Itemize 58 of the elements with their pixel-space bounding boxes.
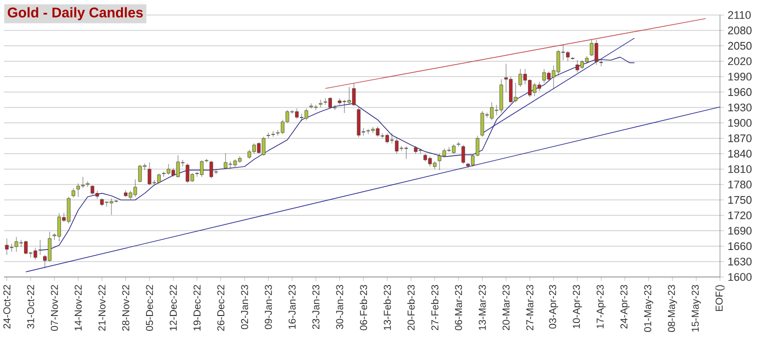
x-tick-label: 03-Apr-23 (549, 284, 558, 329)
x-tick-label: 13-Mar-23 (478, 284, 486, 330)
x-tick-label: 23-Jan-23 (312, 284, 320, 330)
y-tick-label: 1810 (728, 165, 752, 174)
x-tick-label: 20-Feb-23 (407, 284, 415, 330)
y-tick-label: 1690 (728, 226, 752, 235)
x-tick-label: 05-Dec-22 (146, 285, 154, 331)
x-tick-label: 16-Jan-23 (288, 284, 296, 329)
y-tick-label: 1930 (728, 104, 752, 112)
y-tick-label: 2050 (728, 42, 752, 50)
y-tick-label: 1960 (728, 88, 752, 96)
candlestick (72, 188, 76, 198)
y-tick-label: 1990 (728, 72, 752, 81)
y-tick-label: 1720 (728, 211, 752, 220)
y-tick-label: 1870 (728, 134, 752, 142)
x-tick-label: 17-Apr-23 (596, 284, 606, 328)
x-tick-label: 10-Apr-23 (572, 284, 582, 328)
y-tick-label: 2020 (728, 57, 752, 66)
x-tick-label: 12-Dec-22 (170, 285, 177, 330)
candlestick (266, 132, 270, 138)
y-tick-label: 1840 (728, 150, 752, 158)
y-tick-label: 1900 (728, 118, 752, 127)
x-tick-label: 13-Feb-23 (384, 284, 391, 330)
x-tick-label: 24-Oct-22 (3, 285, 10, 328)
x-tick-label: 15-May-23 (692, 284, 701, 332)
x-tick-label: 31-Oct-22 (27, 285, 34, 329)
x-tick-label: 26-Dec-22 (217, 285, 224, 331)
y-tick-label: 1600 (728, 273, 752, 281)
x-tick-label: 06-Feb-23 (360, 284, 368, 330)
y-tick-label: 1750 (728, 196, 752, 204)
candlestick (271, 130, 275, 137)
y-tick-label: 1780 (728, 180, 752, 188)
x-tick-label: EOF() (715, 285, 725, 311)
y-tick-label: 1630 (728, 258, 752, 266)
x-tick-label: 09-Jan-23 (264, 284, 272, 330)
x-tick-label: 21-Nov-22 (98, 285, 106, 331)
candlestick (462, 144, 466, 164)
candlestick (476, 136, 480, 156)
x-tick-label: 06-Mar-23 (454, 284, 462, 330)
y-tick-label: 2080 (728, 26, 752, 34)
candlestick (599, 58, 603, 67)
chart-title: Gold - Daily Candles (8, 7, 143, 20)
x-tick-label: 27-Mar-23 (526, 284, 534, 330)
x-tick-label: 08-May-23 (668, 284, 677, 332)
y-tick-label: 2110 (728, 11, 751, 19)
x-tick-label: 19-Dec-22 (193, 285, 201, 330)
x-tick-label: 27-Feb-23 (431, 284, 438, 330)
candlestick (38, 240, 42, 256)
x-tick-label: 24-Apr-23 (620, 284, 630, 328)
x-tick-label: 02-Jan-23 (241, 284, 248, 330)
x-tick-label: 07-Nov-22 (50, 285, 58, 331)
x-tick-label: 30-Jan-23 (336, 284, 344, 330)
x-tick-label: 14-Nov-22 (74, 285, 82, 330)
x-tick-label: 20-Mar-23 (502, 284, 510, 330)
candlestick (318, 100, 322, 108)
x-tick-label: 28-Nov-22 (122, 285, 130, 331)
x-tick-label: 01-May-23 (644, 284, 654, 332)
y-tick-label: 1660 (728, 242, 752, 250)
